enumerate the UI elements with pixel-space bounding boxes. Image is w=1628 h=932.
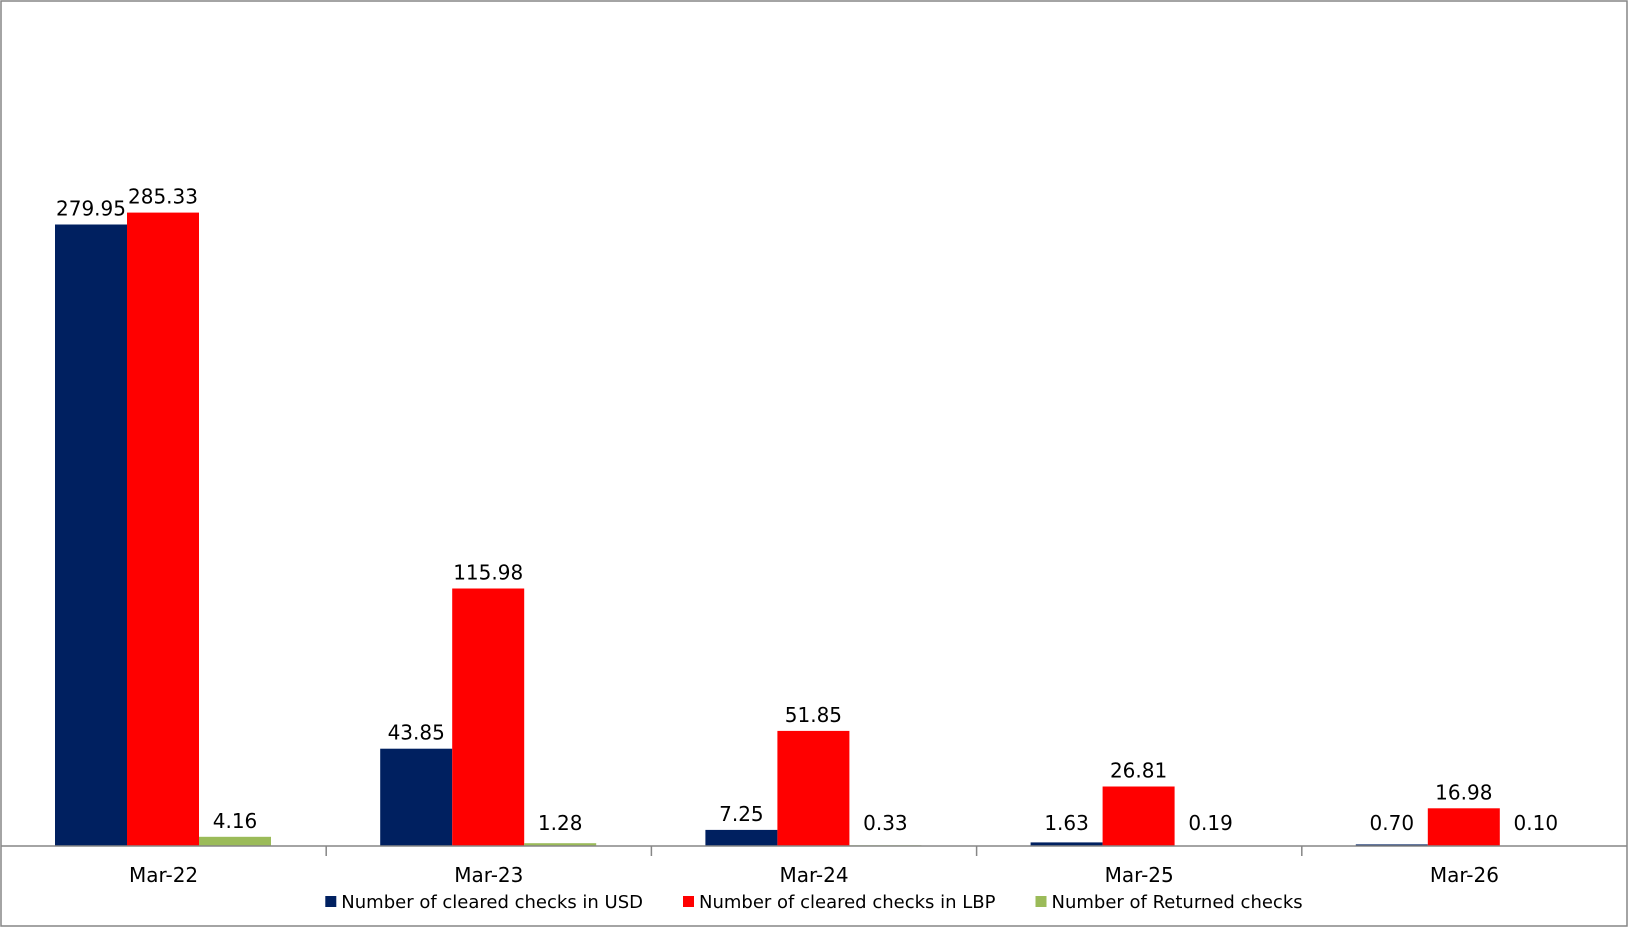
bar-2-mar-22: [127, 213, 199, 846]
x-tick-label: Mar-25: [1105, 863, 1174, 887]
data-label: 1.28: [538, 811, 583, 835]
x-tick-label: Mar-24: [779, 863, 848, 887]
x-tick-label: Mar-26: [1430, 863, 1499, 887]
data-label: 43.85: [388, 721, 445, 745]
data-label: 0.10: [1514, 811, 1559, 835]
data-label: 285.33: [128, 185, 198, 209]
legend-item-3: Number of Returned checks: [1036, 892, 1303, 913]
data-label: 51.85: [785, 703, 842, 727]
x-tick-label: Mar-22: [129, 863, 198, 887]
data-label: 0.33: [863, 811, 908, 835]
bar-2-mar-24: [777, 731, 849, 846]
data-label: 0.19: [1188, 811, 1233, 835]
data-label: 16.98: [1435, 780, 1492, 804]
data-label: 0.70: [1370, 811, 1415, 835]
data-label: 279.95: [56, 197, 126, 221]
bar-1-mar-24: [705, 830, 777, 846]
x-tick-label: Mar-23: [454, 863, 523, 887]
bar-2-mar-25: [1103, 787, 1175, 847]
legend-item-1: Number of cleared checks in USD: [325, 892, 643, 913]
legend-label: Number of cleared checks in LBP: [699, 892, 996, 913]
bar-1-mar-23: [380, 749, 452, 846]
legend-label: Number of Returned checks: [1052, 892, 1303, 913]
legend-label: Number of cleared checks in USD: [341, 892, 643, 913]
data-label: 115.98: [453, 561, 523, 585]
legend: Number of cleared checks in USD Number of…: [325, 892, 1302, 913]
data-label: 1.63: [1044, 811, 1089, 835]
legend-swatch: [1036, 896, 1047, 907]
data-label: 26.81: [1110, 759, 1167, 783]
legend-item-2: Number of cleared checks in LBP: [683, 892, 996, 913]
data-label: 7.25: [719, 802, 764, 826]
legend-swatch: [325, 896, 336, 907]
bar-1-mar-22: [55, 225, 127, 847]
legend-swatch: [683, 896, 694, 907]
bar-3-mar-22: [199, 837, 271, 846]
data-label: 4.16: [213, 809, 258, 833]
bar-2-mar-23: [452, 589, 524, 847]
bar-2-mar-26: [1428, 808, 1500, 846]
